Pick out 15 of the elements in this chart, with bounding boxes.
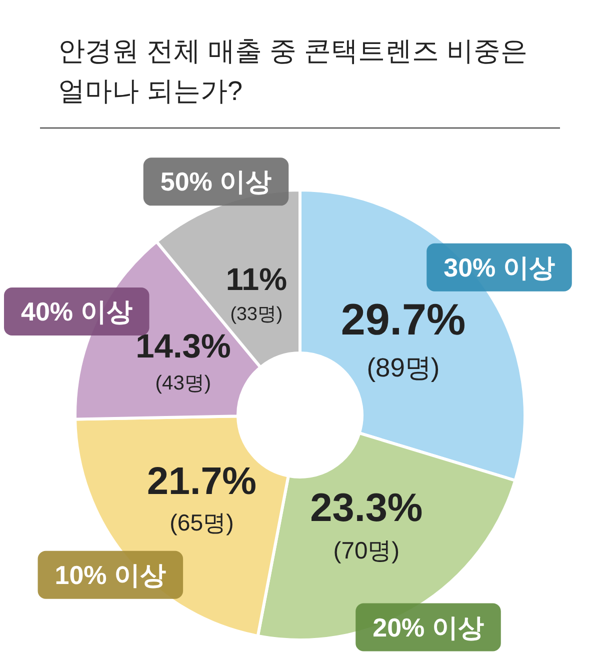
slice-label: 30% 이상	[444, 252, 555, 282]
category-label: 40% 이상	[4, 288, 150, 336]
value-label: 29.7% (89명)	[340, 296, 466, 382]
value-label: 11% (33명)	[226, 262, 288, 324]
slice-label: 10% 이상	[54, 560, 166, 590]
category-label: 30% 이상	[426, 243, 572, 292]
slice-label: 40% 이상	[21, 296, 132, 327]
slice-label: 20% 이상	[372, 612, 484, 642]
title: 안경원 전체 매출 중 콘택트렌즈 비중은 얼마나 되는가?	[58, 36, 528, 106]
category-label: 10% 이상	[38, 550, 184, 599]
category-label: 20% 이상	[356, 603, 501, 652]
value-label: 21.7% (65명)	[147, 460, 256, 536]
category-label: 50% 이상	[143, 158, 289, 206]
slice-label: 50% 이상	[160, 166, 272, 197]
value-label: 23.3% (70명)	[310, 486, 423, 565]
